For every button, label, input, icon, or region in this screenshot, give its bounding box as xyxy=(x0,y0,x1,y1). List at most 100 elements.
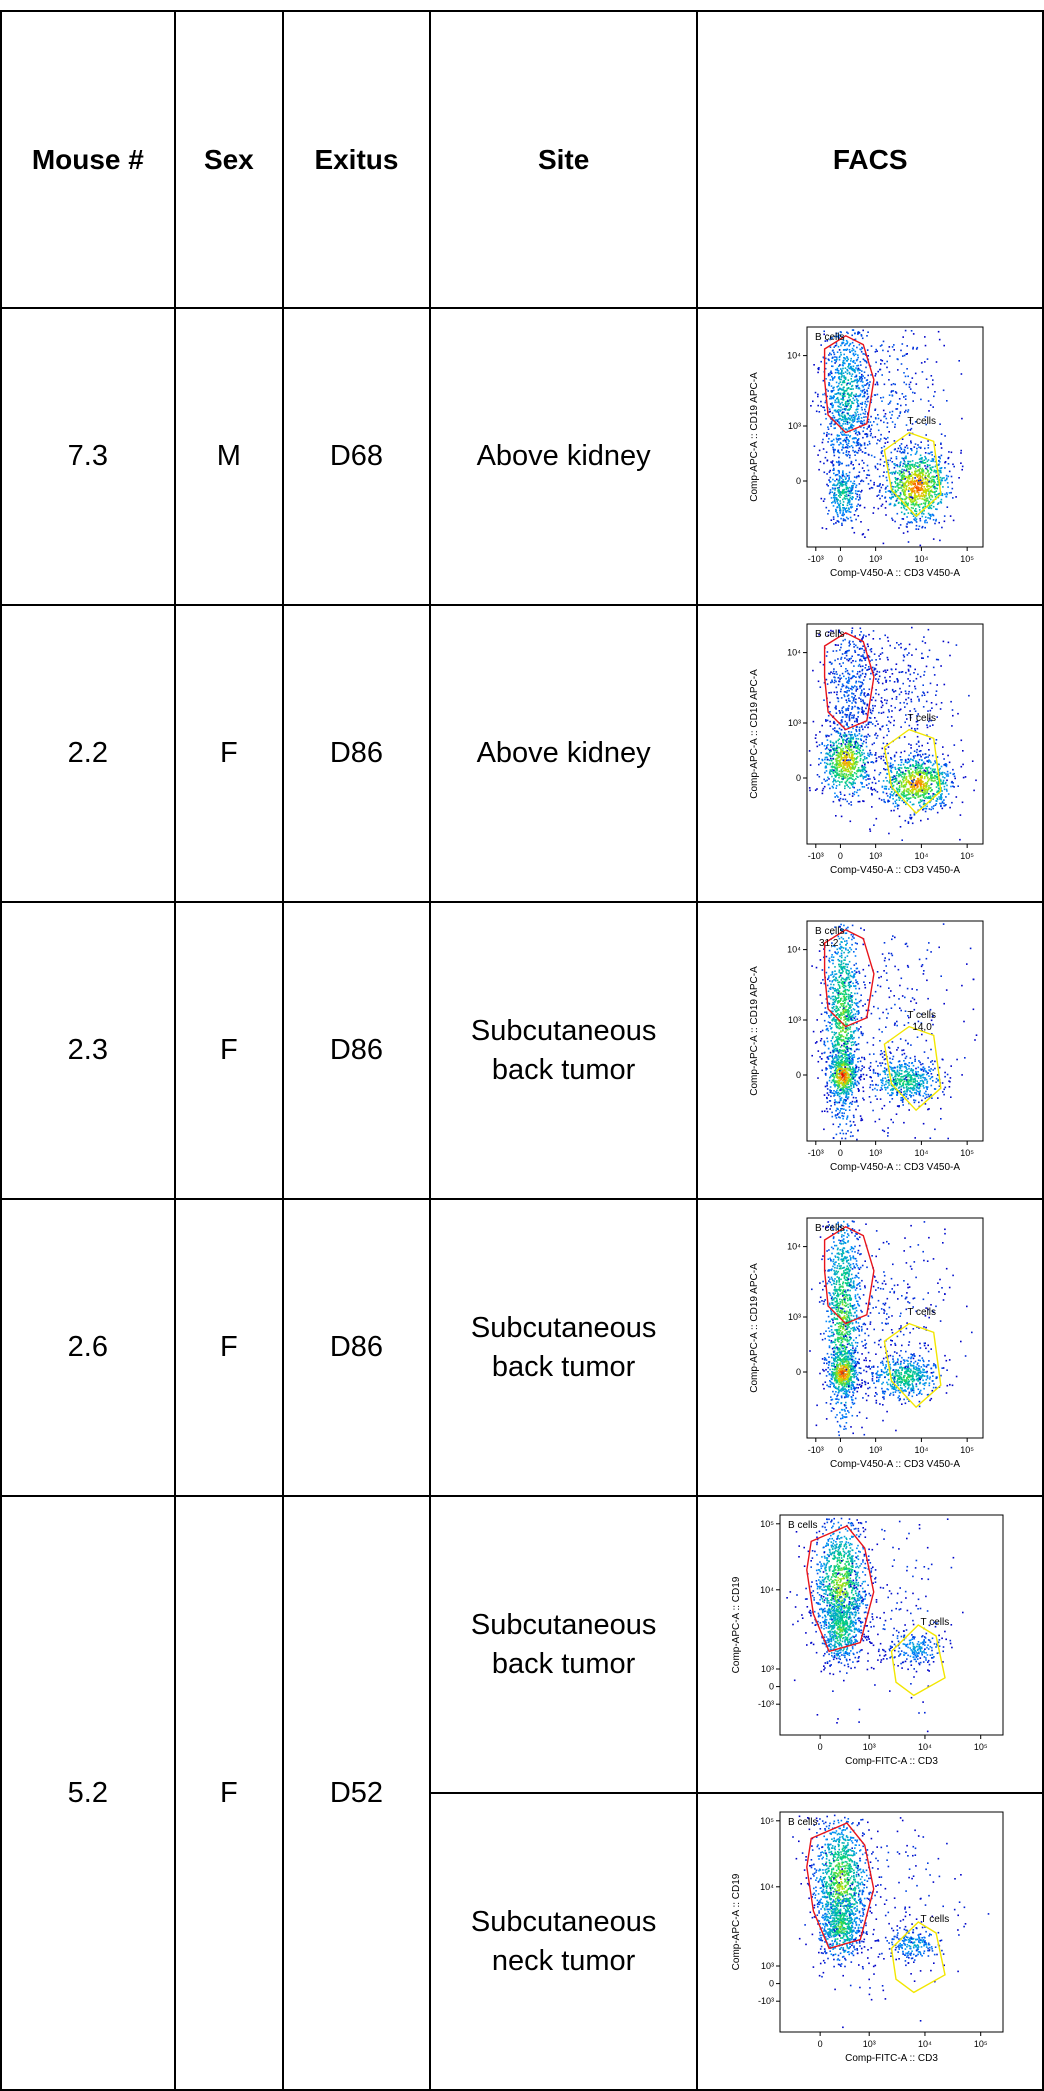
y-axis-label: Comp-APC-A :: CD19 APC-A xyxy=(749,668,760,798)
x-tick-label: 0 xyxy=(818,1742,823,1752)
b-cell-gate-label: B cells xyxy=(815,332,844,343)
x-tick-label: 10³ xyxy=(863,1742,876,1752)
y-tick-label: 0 xyxy=(796,476,801,486)
x-tick-label: 0 xyxy=(838,851,843,861)
y-tick-label: 10⁴ xyxy=(787,350,801,360)
b-cell-gate-label: B cells xyxy=(815,629,844,640)
y-tick-label: 10³ xyxy=(761,1961,774,1971)
sex-cell: F xyxy=(175,902,283,1199)
sex-cell: F xyxy=(175,1199,283,1496)
t-cell-gate-label: T cells xyxy=(907,712,936,723)
x-tick-label: 10⁴ xyxy=(915,554,929,564)
header-facs: FACS xyxy=(697,11,1043,308)
x-tick-label: -10³ xyxy=(808,1445,824,1455)
x-axis-label: Comp-V450-A :: CD3 V450-A xyxy=(830,1162,960,1173)
y-axis-label: Comp-APC-A :: CD19 xyxy=(731,1576,742,1673)
y-tick-label: 10⁵ xyxy=(760,1518,774,1528)
y-tick-label: -10³ xyxy=(758,1699,774,1709)
site-cell: Above kidney xyxy=(430,605,697,902)
t-cell-gate-label: T cells xyxy=(921,1914,950,1925)
mouse-cell: 2.3 xyxy=(1,902,175,1199)
y-axis-label: Comp-APC-A :: CD19 APC-A xyxy=(749,1262,760,1392)
y-tick-label: 10³ xyxy=(788,421,801,431)
x-tick-label: 10³ xyxy=(869,1148,882,1158)
x-tick-label: 10⁴ xyxy=(915,1445,929,1455)
t-cell-gate-label: T cells xyxy=(907,415,936,426)
site-cell: Subcutaneous back tumor xyxy=(430,1199,697,1496)
x-tick-label: 10⁵ xyxy=(960,851,974,861)
x-axis-label: Comp-FITC-A :: CD3 xyxy=(845,2053,938,2064)
exitus-cell: D86 xyxy=(283,605,430,902)
t-cell-gate-label: T cells xyxy=(907,1009,936,1020)
table-row: 2.2 F D86 Above kidney B cells T cells 10⁴… xyxy=(1,605,1043,902)
x-tick-label: 10⁴ xyxy=(915,1148,929,1158)
t-cell-gate-label: T cells xyxy=(907,1306,936,1317)
x-tick-label: 0 xyxy=(838,1445,843,1455)
x-tick-label: 10³ xyxy=(869,851,882,861)
y-tick-label: 0 xyxy=(796,773,801,783)
x-tick-label: 10⁵ xyxy=(974,2039,988,2049)
y-axis-label: Comp-APC-A :: CD19 xyxy=(731,1873,742,1970)
sex-cell: F xyxy=(175,1496,283,2090)
header-exitus: Exitus xyxy=(283,11,430,308)
b-cell-percent: 31,2 xyxy=(819,938,839,949)
x-tick-label: -10³ xyxy=(808,1148,824,1158)
y-axis-label: Comp-APC-A :: CD19 APC-A xyxy=(749,965,760,1095)
x-axis-label: Comp-FITC-A :: CD3 xyxy=(845,1756,938,1767)
y-tick-label: 10⁴ xyxy=(760,1881,774,1891)
mouse-table: Mouse # Sex Exitus Site FACS 7.3 M D68 A… xyxy=(0,10,1044,2091)
mouse-cell: 5.2 xyxy=(1,1496,175,2090)
header-mouse: Mouse # xyxy=(1,11,175,308)
b-cell-gate-label: B cells xyxy=(815,926,844,937)
x-tick-label: 10⁴ xyxy=(918,1742,932,1752)
exitus-cell: D52 xyxy=(283,1496,430,2090)
mouse-cell: 2.6 xyxy=(1,1199,175,1496)
exitus-cell: D86 xyxy=(283,1199,430,1496)
x-tick-label: 10⁵ xyxy=(960,1148,974,1158)
sex-cell: M xyxy=(175,308,283,605)
y-tick-label: 0 xyxy=(769,1681,774,1691)
t-cell-gate-label: T cells xyxy=(921,1617,950,1628)
x-axis-label: Comp-V450-A :: CD3 V450-A xyxy=(830,1459,960,1470)
y-tick-label: 10³ xyxy=(788,718,801,728)
y-tick-label: 10³ xyxy=(761,1664,774,1674)
x-tick-label: -10³ xyxy=(808,554,824,564)
y-tick-label: 10⁴ xyxy=(760,1584,774,1594)
y-tick-label: 0 xyxy=(796,1070,801,1080)
x-tick-label: 10³ xyxy=(869,554,882,564)
x-tick-label: -10³ xyxy=(808,851,824,861)
table-row: 5.2 F D52 Subcutaneous back tumor B cell… xyxy=(1,1496,1043,1793)
site-cell: Subcutaneous back tumor xyxy=(430,1496,697,1793)
plot-frame xyxy=(807,1218,983,1438)
y-tick-label: 10⁵ xyxy=(760,1815,774,1825)
sex-cell: F xyxy=(175,605,283,902)
y-tick-label: 10⁴ xyxy=(787,647,801,657)
exitus-cell: D68 xyxy=(283,308,430,605)
t-cell-percent: 14,0 xyxy=(912,1021,932,1032)
x-tick-label: 10⁵ xyxy=(960,1445,974,1455)
b-cell-gate-label: B cells xyxy=(815,1223,844,1234)
x-axis-label: Comp-V450-A :: CD3 V450-A xyxy=(830,865,960,876)
site-cell: Subcutaneous neck tumor xyxy=(430,1793,697,2090)
y-axis-label: Comp-APC-A :: CD19 APC-A xyxy=(749,371,760,501)
y-tick-label: -10³ xyxy=(758,1996,774,2006)
x-tick-label: 10⁴ xyxy=(918,2039,932,2049)
table-row: 2.6 F D86 Subcutaneous back tumor B cell… xyxy=(1,1199,1043,1496)
x-tick-label: 10³ xyxy=(863,2039,876,2049)
y-tick-label: 0 xyxy=(769,1978,774,1988)
exitus-cell: D86 xyxy=(283,902,430,1199)
plot-frame xyxy=(780,1812,1003,2032)
plot-frame xyxy=(807,624,983,844)
y-tick-label: 10³ xyxy=(788,1312,801,1322)
mouse-cell: 2.2 xyxy=(1,605,175,902)
